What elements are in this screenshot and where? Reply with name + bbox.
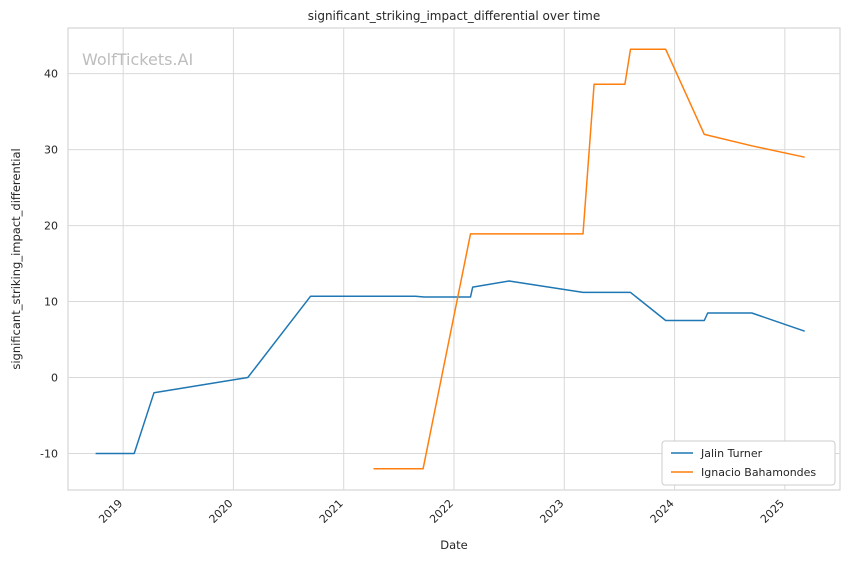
x-tick-label: 2023: [537, 497, 566, 526]
y-tick-label: 10: [44, 296, 58, 309]
x-tick-label: 2024: [648, 497, 677, 526]
y-tick-label: 0: [51, 372, 58, 385]
y-tick-label: 30: [44, 144, 58, 157]
x-tick-label: 2022: [427, 497, 456, 526]
x-tick-label: 2021: [317, 497, 346, 526]
series-layer: [95, 48, 805, 470]
x-tick-label: 2020: [207, 497, 236, 526]
legend: Jalin Turner Ignacio Bahamondes: [661, 440, 836, 486]
chart-title: significant_striking_impact_differential…: [308, 9, 600, 23]
y-axis-ticks: -10 0 10 20 30 40: [40, 68, 58, 461]
y-axis-title: significant_striking_impact_differential: [9, 148, 23, 369]
x-axis-ticks: 2019 2020 2021 2022 2023 2024 2025: [96, 497, 787, 526]
x-tick-label: 2025: [758, 497, 787, 526]
legend-label-ignacio-bahamondes: Ignacio Bahamondes: [701, 466, 816, 479]
y-tick-label: -10: [40, 448, 58, 461]
x-tick-label: 2019: [96, 497, 125, 526]
grid: [68, 28, 840, 490]
legend-label-jalin-turner: Jalin Turner: [700, 447, 763, 460]
y-tick-label: 20: [44, 220, 58, 233]
series-line-ignacio-bahamondes: [373, 48, 805, 470]
y-tick-label: 40: [44, 68, 58, 81]
series-line-jalin-turner: [95, 280, 805, 455]
watermark: WolfTickets.AI: [82, 50, 193, 69]
legend-box: [661, 440, 836, 486]
x-axis-title: Date: [440, 538, 468, 552]
